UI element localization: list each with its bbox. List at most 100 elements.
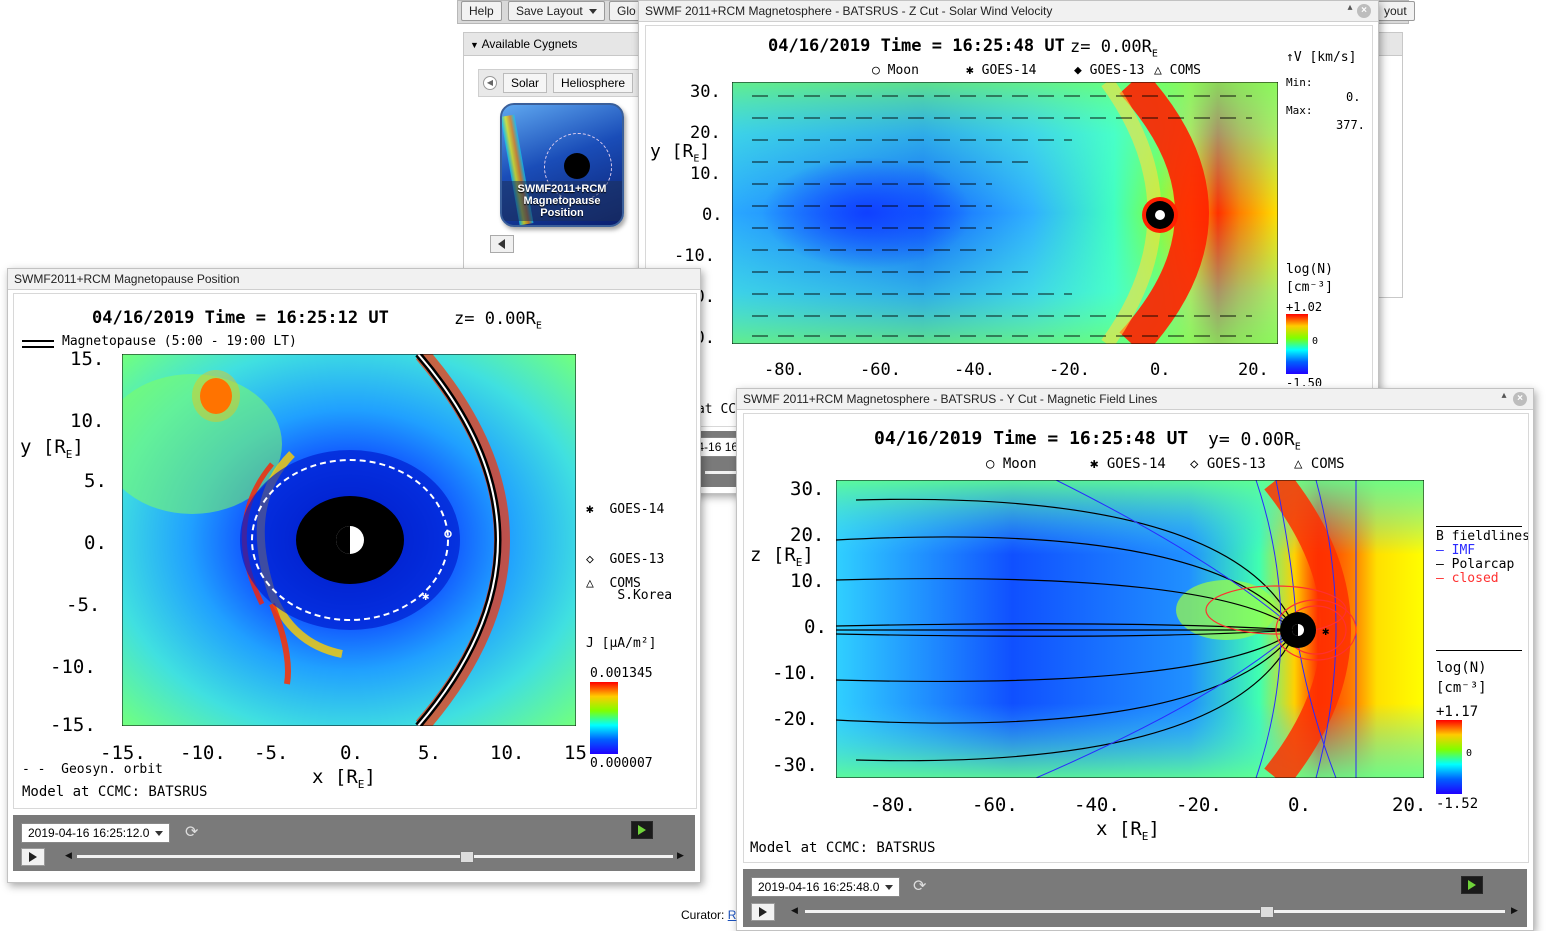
play-button[interactable] [751, 903, 775, 921]
x-tick: 0. [340, 742, 363, 764]
close-icon[interactable]: × [1513, 392, 1527, 406]
x-tick: -40. [954, 360, 995, 380]
z-axis-label: z [RE] [750, 544, 814, 569]
z-cut-image [732, 82, 1278, 344]
cygnet-magnetopause-icon[interactable]: SWMF2011+RCM Magnetopause Position [500, 103, 624, 227]
window-title[interactable]: SWMF2011+RCM Magnetopause Position [8, 269, 700, 290]
y-tick: 20. [790, 524, 825, 546]
y-tick: -5. [66, 594, 101, 616]
tab-heliosphere[interactable]: Heliosphere [553, 73, 634, 93]
y-tick: 30. [790, 478, 825, 500]
chevron-down-icon [155, 831, 164, 837]
z-cut-plot: 04/16/2019 Time = 16:25:48 UT z= 0.00RE … [645, 25, 1373, 427]
y-cut-plot: 04/16/2019 Time = 16:25:48 UT y= 0.00RE … [743, 413, 1529, 863]
x-tick: -20. [1049, 360, 1090, 380]
colorbar-mid: 0 [1466, 748, 1473, 759]
velocity-label: ↑V [km/s] [1286, 50, 1357, 65]
colorbar [1436, 720, 1462, 794]
x-tick: -80. [764, 360, 805, 380]
legend-goes14: ✱ GOES-14 [1090, 456, 1166, 472]
date-select[interactable]: 2019-04-16 16:25:12.0 [21, 823, 171, 843]
y-tick: 30. [690, 82, 721, 102]
window-z-cut: SWMF 2011+RCM Magnetosphere - BATSRUS - … [638, 0, 1379, 494]
x-tick: -10. [180, 742, 226, 764]
colorbar-label: J [µA/m²] [586, 636, 657, 651]
slider-thumb[interactable] [1260, 906, 1274, 918]
slider-left-icon[interactable]: ◀ [791, 905, 798, 915]
y-cut-image: ✱ [836, 480, 1424, 778]
y-cut-controls: 2019-04-16 16:25:48.0 ⟳ ◀ ▶ [743, 869, 1527, 927]
collapse-triangle-icon[interactable]: ▼ [470, 40, 479, 50]
colorbar-max: +1.02 [1286, 300, 1323, 314]
window-title[interactable]: SWMF 2011+RCM Magnetosphere - BATSRUS - … [639, 1, 1378, 22]
slider-left-icon[interactable]: ◀ [65, 850, 72, 860]
x-tick: 0. [1150, 360, 1171, 380]
x-tick: -40. [1074, 794, 1120, 816]
colorbar [1286, 314, 1308, 374]
legend-moon: ○ Moon [986, 456, 1037, 472]
help-button[interactable]: Help [461, 1, 502, 21]
plot-y-label: y= 0.00RE [1208, 429, 1301, 453]
legend-goes14: ✱ GOES-14 [966, 63, 1037, 78]
curator-label: Curator: R [681, 908, 737, 922]
max-value: 377. [1336, 118, 1365, 132]
play-button[interactable] [21, 848, 45, 866]
y-axis-label: y [RE] [650, 141, 711, 165]
window-title[interactable]: SWMF 2011+RCM Magnetosphere - BATSRUS - … [737, 389, 1533, 410]
magnetopause-legend: Magnetopause (5:00 - 19:00 LT) [62, 334, 297, 349]
svg-text:✱: ✱ [1322, 624, 1329, 638]
slider-thumb[interactable] [460, 851, 474, 863]
minimize-icon[interactable]: ▴ [1501, 390, 1507, 401]
x-tick: -15. [100, 742, 146, 764]
magnetopause-image: ✱ [122, 354, 576, 726]
legend-goes13: ◆ GOES-13 [1074, 63, 1145, 78]
y-tick: 0. [84, 532, 107, 554]
y-tick: 15. [70, 348, 105, 370]
minimize-icon[interactable]: ▴ [1347, 2, 1353, 13]
refresh-icon[interactable]: ⟳ [185, 824, 199, 841]
colorbar-min: -1.52 [1436, 796, 1479, 812]
slider-right-icon[interactable]: ▶ [677, 850, 684, 860]
cygnets-back-button[interactable] [490, 235, 514, 253]
refresh-icon[interactable]: ⟳ [913, 878, 927, 895]
geosyn-legend: - - Geosyn. orbit [22, 762, 163, 777]
save-layout-button[interactable]: Save Layout [508, 1, 605, 21]
y-tick: 0. [804, 616, 827, 638]
x-tick: 5. [418, 742, 441, 764]
colorbar-min: 0.000007 [590, 756, 653, 771]
x-tick: 20. [1238, 360, 1269, 380]
date-select[interactable]: 2019-04-16 16:25:48.0 [751, 877, 901, 897]
x-tick: 0. [1288, 794, 1311, 816]
y-tick: 20. [690, 123, 721, 143]
magnetopause-legend-line [22, 340, 54, 348]
window-magnetopause: SWMF2011+RCM Magnetopause Position 04/16… [7, 268, 701, 883]
chevron-down-icon [885, 885, 894, 891]
y-tick: -20. [772, 708, 818, 730]
x-tick: -5. [254, 742, 289, 764]
time-slider[interactable] [805, 910, 1505, 913]
cygnet-tabs: ◀ Solar Heliosphere [478, 69, 642, 97]
y-tick: 10. [690, 164, 721, 184]
x-axis-label: x [RE] [1096, 818, 1160, 843]
layout-button[interactable]: yout [1376, 1, 1415, 21]
close-icon[interactable]: × [1357, 4, 1371, 18]
x-tick: 15 [564, 742, 587, 764]
tab-scroll-left-icon[interactable]: ◀ [483, 76, 497, 90]
curator-link[interactable]: R [727, 908, 737, 922]
time-slider[interactable] [705, 471, 745, 474]
x-tick: -20. [1176, 794, 1222, 816]
earth-icon [564, 153, 590, 179]
y-tick: -10. [50, 656, 96, 678]
colorbar-unit: [cm⁻³] [1286, 280, 1333, 295]
y-tick: 10. [70, 410, 105, 432]
plot-title: 04/16/2019 Time = 16:25:48 UT [874, 428, 1189, 449]
time-slider[interactable] [77, 855, 673, 858]
window-y-cut: SWMF 2011+RCM Magnetosphere - BATSRUS - … [736, 388, 1534, 931]
slider-right-icon[interactable]: ▶ [1511, 905, 1518, 915]
tab-solar[interactable]: Solar [503, 73, 548, 93]
movie-icon[interactable] [631, 821, 653, 839]
movie-icon[interactable] [1461, 876, 1483, 894]
legend-goes13: ◇ GOES-13 [1190, 456, 1266, 472]
colorbar [590, 682, 618, 754]
x-axis-label: x [RE] [312, 766, 376, 791]
